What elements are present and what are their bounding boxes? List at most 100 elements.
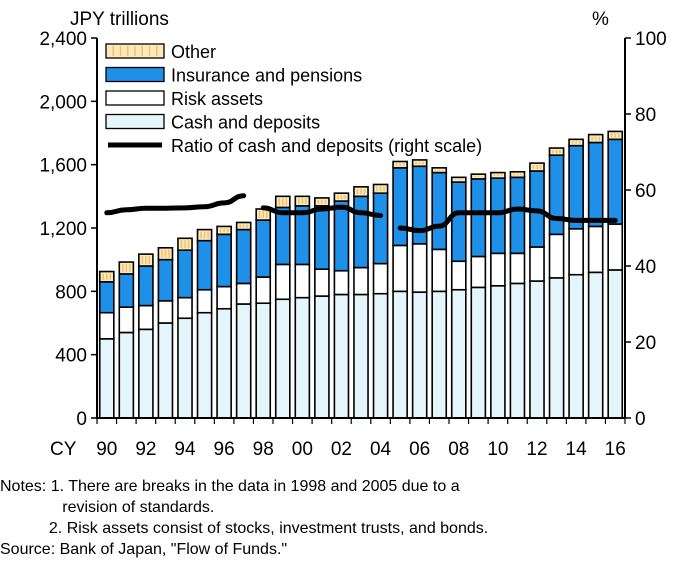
x-tick-label: 96	[214, 439, 235, 460]
bar-cash-and-deposits-93	[157, 322, 174, 419]
bar-cash-and-deposits-98	[255, 302, 272, 419]
bar-insurance-and-pensions-91	[118, 273, 135, 308]
bar-risk-assets-10	[490, 252, 506, 287]
bar-cash-and-deposits-07	[431, 290, 448, 419]
bar-insurance-and-pensions-08	[450, 181, 467, 263]
right-axis-title: %	[592, 9, 609, 30]
bar-cash-and-deposits-12	[529, 280, 545, 419]
bar-insurance-and-pensions-99	[274, 206, 291, 266]
bar-risk-assets-95	[196, 288, 213, 314]
legend-label: Other	[171, 42, 216, 62]
bar-insurance-and-pensions-02	[333, 200, 350, 272]
bar-insurance-and-pensions-94	[177, 249, 193, 299]
bar-cash-and-deposits-13	[548, 277, 565, 419]
bar-risk-assets-93	[157, 300, 174, 324]
bar-insurance-and-pensions-96	[216, 233, 232, 288]
bar-insurance-and-pensions-11	[509, 176, 526, 255]
x-tick-label: 90	[96, 439, 117, 460]
ratio-line-segment-3	[397, 206, 618, 234]
bar-insurance-and-pensions-90	[98, 281, 115, 314]
bar-cash-and-deposits-08	[450, 288, 467, 419]
legend-label: Risk assets	[171, 89, 263, 109]
bar-cash-and-deposits-02	[333, 293, 350, 419]
bar-insurance-and-pensions-03	[353, 195, 369, 269]
note-line: revision of standards.	[0, 499, 215, 516]
bar-cash-and-deposits-97	[235, 303, 252, 419]
left-axis-title: JPY trillions	[70, 9, 169, 30]
legend-label: Cash and deposits	[171, 113, 320, 133]
y2-tick-label: 60	[635, 181, 656, 202]
bar-insurance-and-pensions-93	[157, 258, 174, 302]
y-tick-label: 400	[55, 346, 87, 367]
bar-cash-and-deposits-96	[216, 307, 232, 419]
note-line: Notes: 1. There are breaks in the data i…	[0, 478, 460, 495]
bar-risk-assets-06	[411, 243, 428, 293]
bar-cash-and-deposits-90	[98, 338, 115, 419]
y2-tick-label: 80	[635, 105, 656, 126]
x-prefix-label: CY	[50, 439, 77, 460]
y-tick-label: 2,000	[39, 92, 87, 113]
x-tick-label: 06	[409, 439, 430, 460]
bar-cash-and-deposits-05	[392, 290, 408, 419]
bar-risk-assets-03	[353, 266, 369, 296]
ratio-line-segment-2	[260, 204, 384, 218]
source-line: Source: Bank of Japan, "Flow of Funds."	[0, 541, 288, 558]
y-tick-label: 2,400	[39, 29, 87, 50]
bar-cash-and-deposits-15	[587, 271, 604, 419]
legend-label: Ratio of cash and deposits (right scale)	[171, 136, 482, 156]
bar-risk-assets-08	[450, 260, 467, 291]
bar-risk-assets-09	[470, 255, 487, 289]
bar-cash-and-deposits-91	[118, 331, 135, 419]
bar-insurance-and-pensions-15	[587, 141, 604, 228]
bar-insurance-and-pensions-05	[392, 167, 408, 247]
bar-insurance-and-pensions-04	[372, 192, 389, 265]
bar-insurance-and-pensions-10	[490, 177, 506, 255]
y2-tick-label: 100	[635, 29, 667, 50]
bar-cash-and-deposits-14	[568, 273, 584, 419]
bar-risk-assets-05	[392, 244, 408, 293]
legend-swatch-cash-and-deposits	[105, 113, 165, 130]
bar-risk-assets-01	[314, 268, 330, 297]
bar-cash-and-deposits-04	[372, 292, 389, 419]
x-tick-label: 00	[292, 439, 313, 460]
bar-cash-and-deposits-00	[294, 296, 311, 419]
x-tick-label: 10	[487, 439, 508, 460]
bar-insurance-and-pensions-92	[138, 265, 154, 307]
legend-swatch-insurance-and-pensions	[105, 66, 165, 83]
bar-cash-and-deposits-16	[607, 269, 624, 419]
bar-insurance-and-pensions-98	[255, 219, 272, 278]
bar-risk-assets-11	[509, 252, 526, 285]
bar-insurance-and-pensions-01	[314, 205, 330, 270]
y2-tick-label: 20	[635, 333, 656, 354]
bar-cash-and-deposits-10	[490, 284, 506, 419]
bar-risk-assets-02	[333, 269, 350, 296]
bar-cash-and-deposits-09	[470, 286, 487, 419]
bar-risk-assets-13	[548, 233, 565, 279]
stacked-bar-chart: JPY trillions % CY 04008001,2001,6002,00…	[39, 9, 667, 460]
bar-cash-and-deposits-99	[274, 298, 291, 419]
ratio-line-segment-1	[104, 193, 247, 216]
bar-risk-assets-91	[118, 306, 135, 334]
x-tick-label: 02	[331, 439, 352, 460]
bar-insurance-and-pensions-95	[196, 239, 213, 291]
bar-insurance-and-pensions-16	[607, 138, 624, 225]
x-tick-label: 12	[526, 439, 547, 460]
legend-label: Insurance and pensions	[171, 66, 362, 86]
x-tick-label: 94	[174, 439, 196, 460]
bar-risk-assets-14	[568, 227, 584, 276]
x-tick-label: 04	[370, 439, 392, 460]
bar-risk-assets-96	[216, 285, 232, 310]
x-tick-label: 14	[566, 439, 588, 460]
bar-risk-assets-92	[138, 304, 154, 331]
x-tick-label: 08	[448, 439, 469, 460]
x-tick-label: 16	[605, 439, 626, 460]
legend-swatch-risk-assets	[105, 90, 165, 106]
bar-risk-assets-99	[274, 263, 291, 301]
bar-insurance-and-pensions-09	[470, 178, 487, 258]
y-tick-label: 0	[76, 409, 87, 430]
bar-cash-and-deposits-92	[138, 328, 154, 419]
bar-cash-and-deposits-03	[353, 293, 369, 419]
bar-risk-assets-94	[177, 296, 193, 320]
bar-risk-assets-12	[529, 246, 545, 282]
